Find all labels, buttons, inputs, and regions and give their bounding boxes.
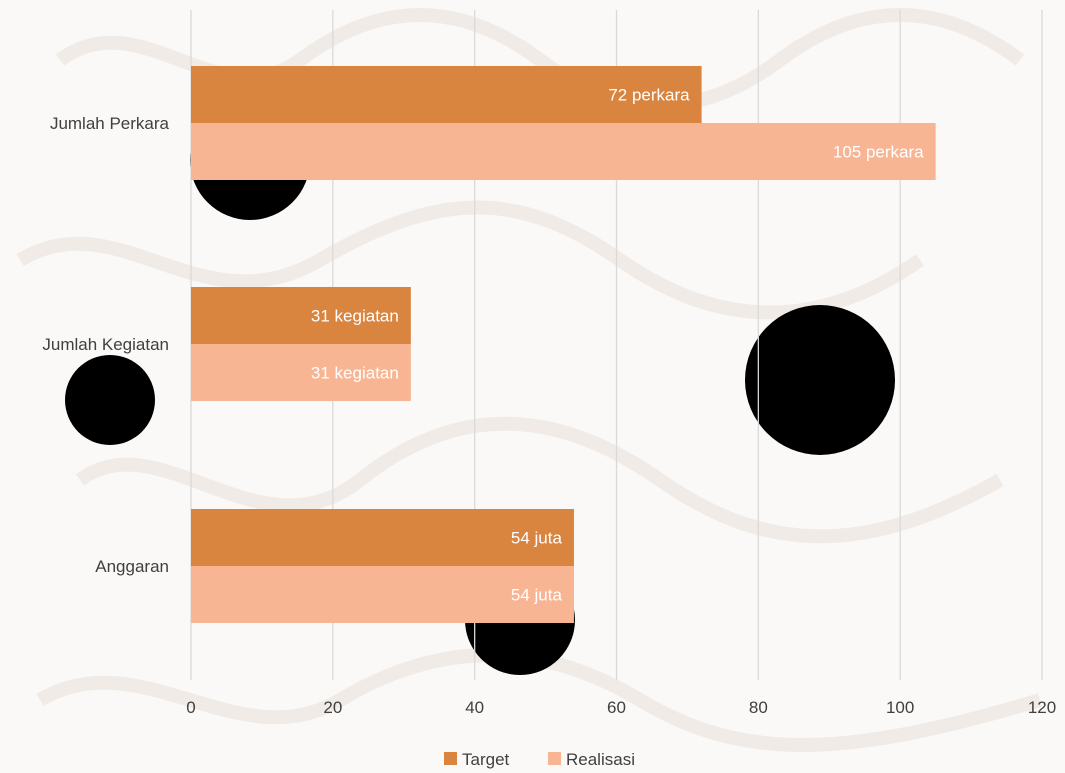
x-tick-label: 100 bbox=[886, 698, 914, 717]
x-tick-label: 80 bbox=[749, 698, 768, 717]
legend-label-realisasi: Realisasi bbox=[566, 750, 635, 769]
category-label: Jumlah Kegiatan bbox=[42, 335, 169, 354]
category-label: Jumlah Perkara bbox=[50, 114, 170, 133]
bar-data-label: 31 kegiatan bbox=[311, 364, 399, 383]
x-tick-label: 20 bbox=[323, 698, 342, 717]
bar-target-0 bbox=[191, 66, 702, 123]
bar-data-label: 31 kegiatan bbox=[311, 307, 399, 326]
bar-data-label: 72 perkara bbox=[608, 86, 690, 105]
legend: Target Realisasi bbox=[444, 750, 635, 769]
bar-target-1 bbox=[191, 287, 411, 344]
x-tick-label: 60 bbox=[607, 698, 626, 717]
x-tick-label: 40 bbox=[465, 698, 484, 717]
bar-realisasi-1 bbox=[191, 344, 411, 401]
bar-target-2 bbox=[191, 509, 574, 566]
bar-realisasi-2 bbox=[191, 566, 574, 623]
legend-label-target: Target bbox=[462, 750, 510, 769]
x-tick-label: 120 bbox=[1028, 698, 1056, 717]
labels: 0 20 40 60 80 100 120 Jumlah Perkara 72 perkara 1… bbox=[42, 86, 1056, 718]
bar-data-label: 54 juta bbox=[511, 586, 563, 605]
bar-realisasi-0 bbox=[191, 123, 936, 180]
bar-data-label: 105 perkara bbox=[833, 143, 924, 162]
bars bbox=[191, 66, 936, 623]
legend-swatch-realisasi bbox=[548, 752, 561, 765]
bar-data-label: 54 juta bbox=[511, 529, 563, 548]
legend-swatch-target bbox=[444, 752, 457, 765]
x-tick-label: 0 bbox=[186, 698, 195, 717]
category-label: Anggaran bbox=[95, 557, 169, 576]
